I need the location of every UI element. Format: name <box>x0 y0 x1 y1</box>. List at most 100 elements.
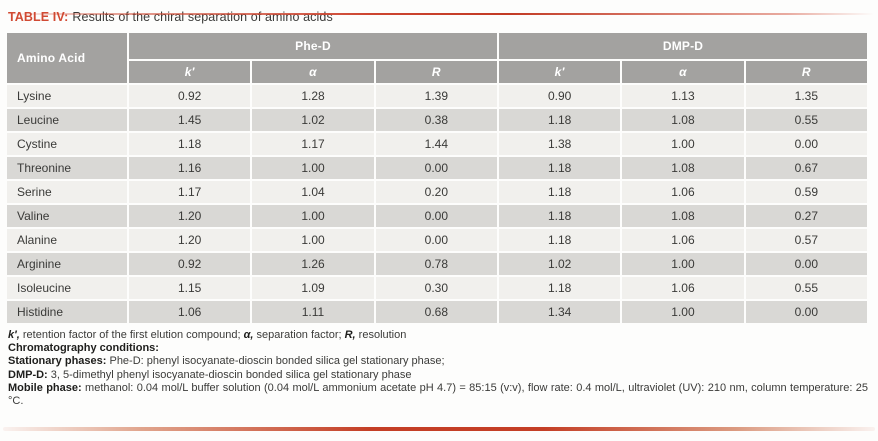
footnote-text: resolution <box>355 329 407 341</box>
value-cell: 0.20 <box>375 181 497 203</box>
value-cell: 1.08 <box>622 205 744 227</box>
bottom-divider-rule <box>3 427 875 431</box>
column-header-r-dmp: R <box>745 61 867 83</box>
column-header-alpha-phe: α <box>252 61 374 83</box>
table-row: Serine 1.17 1.04 0.20 1.18 1.06 0.59 <box>7 181 867 203</box>
footnote-conditions-heading: Chromatography conditions: <box>8 342 868 355</box>
table-row: Isoleucine 1.15 1.09 0.30 1.18 1.06 0.55 <box>7 277 867 299</box>
value-cell: 1.00 <box>622 133 744 155</box>
value-cell: 1.18 <box>498 205 621 227</box>
conditions-label: Chromatography conditions: <box>8 342 159 355</box>
value-cell: 1.04 <box>252 181 374 203</box>
symbol-alpha: α, <box>243 329 254 341</box>
column-header-r-phe: R <box>375 61 497 83</box>
footnote-text: separation factor; <box>253 329 345 341</box>
value-cell: 1.18 <box>498 229 621 251</box>
footnote-dmp-d: DMP-D: 3, 5-dimethyl phenyl isocyanate-d… <box>8 369 868 382</box>
amino-acid-name: Threonine <box>7 157 127 179</box>
value-cell: 1.16 <box>129 157 251 179</box>
table-row: Alanine 1.20 1.00 0.00 1.18 1.06 0.57 <box>7 229 867 251</box>
value-cell: 0.30 <box>375 277 497 299</box>
value-cell: 0.68 <box>375 301 497 323</box>
top-divider-rule <box>4 13 874 15</box>
table-header: Amino Acid Phe-D DMP-D k′ α R k′ α R <box>7 33 867 83</box>
value-cell: 1.00 <box>622 301 744 323</box>
header-group-row: Amino Acid Phe-D DMP-D <box>7 33 867 83</box>
amino-acid-name: Isoleucine <box>7 277 127 299</box>
value-cell: 0.00 <box>745 253 867 275</box>
value-cell: 0.27 <box>745 205 867 227</box>
value-cell: 0.55 <box>745 109 867 131</box>
value-cell: 0.38 <box>375 109 497 131</box>
value-cell: 1.44 <box>375 133 497 155</box>
value-cell: 1.17 <box>252 133 374 155</box>
value-cell: 1.06 <box>129 301 251 323</box>
value-cell: 0.90 <box>498 85 621 107</box>
amino-acid-name: Alanine <box>7 229 127 251</box>
value-cell: 1.34 <box>498 301 621 323</box>
amino-acid-name: Cystine <box>7 133 127 155</box>
value-cell: 0.00 <box>745 301 867 323</box>
value-cell: 0.67 <box>745 157 867 179</box>
column-header-alpha-dmp: α <box>622 61 744 83</box>
value-cell: 1.06 <box>622 229 744 251</box>
value-cell: 0.78 <box>375 253 497 275</box>
column-header-k-prime-phe: k′ <box>129 61 251 83</box>
value-cell: 0.55 <box>745 277 867 299</box>
amino-acid-name: Leucine <box>7 109 127 131</box>
amino-acid-name: Histidine <box>7 301 127 323</box>
dmp-d-label: DMP-D: <box>8 368 48 381</box>
column-header-k-prime-dmp: k′ <box>498 61 621 83</box>
symbol-k-prime: k′, <box>8 329 20 341</box>
footnote-text: 3, 5-dimethyl phenyl isocyanate-dioscin … <box>47 368 412 381</box>
value-cell: 1.15 <box>129 277 251 299</box>
footnote-text: Phe-D: phenyl isocyanate-dioscin bonded … <box>106 355 445 368</box>
value-cell: 0.00 <box>375 229 497 251</box>
value-cell: 1.20 <box>129 229 251 251</box>
value-cell: 1.18 <box>498 157 621 179</box>
table-body: Lysine 0.92 1.28 1.39 0.90 1.13 1.35 Leucine 1.4… <box>7 85 867 323</box>
value-cell: 1.18 <box>129 133 251 155</box>
table-row: Leucine 1.45 1.02 0.38 1.18 1.08 0.55 <box>7 109 867 131</box>
amino-acid-name: Arginine <box>7 253 127 275</box>
value-cell: 1.09 <box>252 277 374 299</box>
value-cell: 0.59 <box>745 181 867 203</box>
results-table: Amino Acid Phe-D DMP-D k′ α R k′ α R Lys… <box>5 31 869 325</box>
value-cell: 0.92 <box>129 253 251 275</box>
value-cell: 0.92 <box>129 85 251 107</box>
value-cell: 1.06 <box>622 277 744 299</box>
table-footnotes: k′, retention factor of the first elutio… <box>8 329 868 408</box>
value-cell: 1.35 <box>745 85 867 107</box>
value-cell: 1.06 <box>622 181 744 203</box>
value-cell: 1.00 <box>252 157 374 179</box>
column-group-dmp-d: DMP-D <box>498 33 867 59</box>
value-cell: 1.26 <box>252 253 374 275</box>
column-group-phe-d: Phe-D <box>129 33 497 59</box>
footnote-mobile-phase: Mobile phase: methanol: 0.04 mol/L buffe… <box>8 382 868 408</box>
stationary-phases-label: Stationary phases: <box>8 355 107 368</box>
value-cell: 0.57 <box>745 229 867 251</box>
header-sub-row: k′ α R k′ α R <box>7 61 867 83</box>
value-cell: 1.02 <box>252 109 374 131</box>
amino-acid-name: Lysine <box>7 85 127 107</box>
table-row: Histidine 1.06 1.11 0.68 1.34 1.00 0.00 <box>7 301 867 323</box>
value-cell: 1.00 <box>252 229 374 251</box>
table-row: Threonine 1.16 1.00 0.00 1.18 1.08 0.67 <box>7 157 867 179</box>
table-row: Lysine 0.92 1.28 1.39 0.90 1.13 1.35 <box>7 85 867 107</box>
value-cell: 1.38 <box>498 133 621 155</box>
footnote-text: retention factor of the first elution co… <box>19 329 244 341</box>
footnote-stationary-phases: Stationary phases: Phe-D: phenyl isocyan… <box>8 355 868 368</box>
value-cell: 1.02 <box>498 253 621 275</box>
value-cell: 1.08 <box>622 157 744 179</box>
value-cell: 0.00 <box>375 205 497 227</box>
footnote-text: methanol: 0.04 mol/L buffer solution (0.… <box>8 381 869 408</box>
table-row: Cystine 1.18 1.17 1.44 1.38 1.00 0.00 <box>7 133 867 155</box>
amino-acid-name: Serine <box>7 181 127 203</box>
symbol-r: R, <box>344 329 356 341</box>
value-cell: 1.18 <box>498 181 621 203</box>
amino-acid-name: Valine <box>7 205 127 227</box>
value-cell: 0.00 <box>375 157 497 179</box>
value-cell: 1.00 <box>622 253 744 275</box>
value-cell: 1.08 <box>622 109 744 131</box>
mobile-phase-label: Mobile phase: <box>8 381 82 394</box>
